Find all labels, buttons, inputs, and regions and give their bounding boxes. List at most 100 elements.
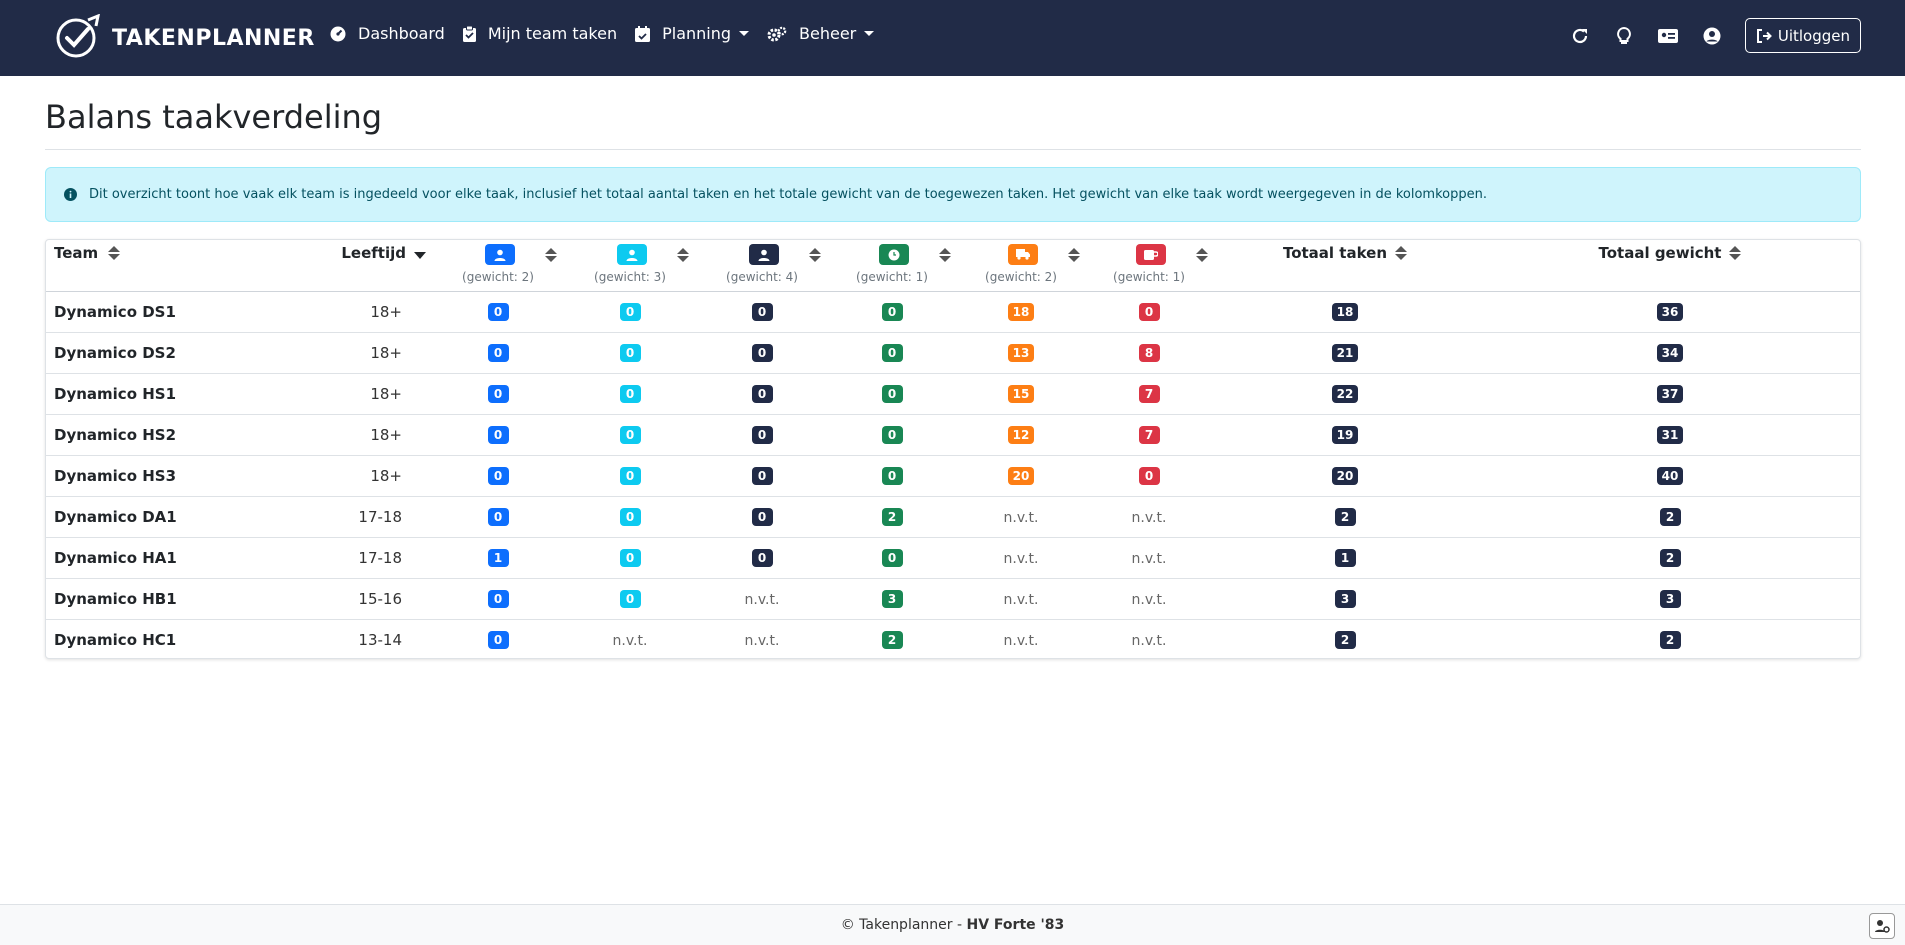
task-count-badge: 0 bbox=[881, 303, 903, 321]
task-count-badge: 0 bbox=[487, 385, 509, 403]
nav-item-mijn-team-taken[interactable]: Mijn team taken bbox=[462, 24, 617, 43]
team-age: 15-16 bbox=[358, 589, 402, 608]
info-alert: Dit overzicht toont hoe vaak elk team is… bbox=[45, 167, 1861, 222]
id-card-icon[interactable] bbox=[1657, 25, 1679, 47]
total-tasks-badge: 19 bbox=[1331, 426, 1359, 444]
total-tasks-badge: 2 bbox=[1334, 631, 1356, 650]
task-count-badge: 0 bbox=[751, 303, 773, 321]
task-count-badge: 0 bbox=[1138, 467, 1160, 485]
logout-label: Uitloggen bbox=[1777, 26, 1850, 45]
sort-icon[interactable] bbox=[108, 245, 121, 261]
user-circle-icon[interactable] bbox=[1701, 25, 1723, 47]
sort-icon[interactable] bbox=[1196, 247, 1208, 263]
sort-icon[interactable] bbox=[1729, 245, 1742, 261]
logout-button[interactable]: Uitloggen bbox=[1744, 18, 1861, 53]
total-weight-badge: 3 bbox=[1659, 590, 1681, 608]
table-row: Dynamico HA1 17-18 1 0 0 0 n.v.t. n.v.t. 1 2 bbox=[46, 537, 1860, 578]
column-header-total-weight[interactable]: Totaal gewicht bbox=[1478, 240, 1860, 292]
user-icon bbox=[617, 244, 647, 265]
sort-icon[interactable] bbox=[939, 247, 951, 263]
page-title: Balans taakverdeling bbox=[45, 98, 383, 136]
task-count-badge: 8 bbox=[1138, 344, 1160, 362]
task-count-badge: 0 bbox=[1138, 303, 1160, 321]
nav-item-beheer[interactable]: Beheer bbox=[767, 24, 875, 43]
sort-icon[interactable] bbox=[809, 247, 821, 263]
total-tasks-badge: 22 bbox=[1331, 385, 1359, 403]
task-count-badge: 0 bbox=[751, 467, 773, 485]
column-header-age[interactable]: Leeftijd bbox=[304, 240, 432, 292]
not-applicable: n.v.t. bbox=[1003, 550, 1039, 567]
footer-org: HV Forte '83 bbox=[966, 917, 1065, 933]
total-weight-badge: 40 bbox=[1656, 467, 1684, 485]
team-name: Dynamico HC1 bbox=[54, 630, 177, 649]
column-header-task-5[interactable]: (gewicht: 2) bbox=[956, 240, 1086, 292]
task-count-badge: 0 bbox=[487, 508, 509, 526]
column-header-task-4[interactable]: (gewicht: 1) bbox=[828, 240, 956, 292]
total-tasks-badge: 18 bbox=[1331, 303, 1359, 321]
not-applicable: n.v.t. bbox=[1003, 632, 1039, 649]
user-icon bbox=[485, 244, 515, 265]
not-applicable: n.v.t. bbox=[1131, 509, 1167, 526]
table-row: Dynamico HS2 18+ 0 0 0 0 12 7 19 31 bbox=[46, 414, 1860, 455]
sort-icon[interactable] bbox=[677, 247, 689, 263]
task-count-badge: 18 bbox=[1007, 303, 1035, 321]
task-count-badge: 0 bbox=[619, 467, 641, 485]
table-row: Dynamico DA1 17-18 0 0 0 2 n.v.t. n.v.t. 2 2 bbox=[46, 496, 1860, 537]
not-applicable: n.v.t. bbox=[1131, 550, 1167, 567]
not-applicable: n.v.t. bbox=[1003, 591, 1039, 608]
team-age: 17-18 bbox=[358, 548, 402, 567]
task-count-badge: 0 bbox=[881, 426, 903, 444]
team-name: Dynamico HA1 bbox=[54, 548, 177, 567]
column-header-total-tasks[interactable]: Totaal taken bbox=[1212, 240, 1478, 292]
task-weight: (gewicht: 2) bbox=[985, 270, 1057, 284]
task-count-badge: 0 bbox=[619, 303, 641, 321]
total-weight-badge: 36 bbox=[1656, 303, 1684, 321]
task-count-badge: 1 bbox=[487, 549, 509, 567]
sort-desc-icon[interactable] bbox=[414, 251, 426, 259]
column-header-task-3[interactable]: (gewicht: 4) bbox=[696, 240, 828, 292]
team-name: Dynamico HS1 bbox=[54, 384, 177, 403]
task-count-badge: 0 bbox=[881, 344, 903, 362]
total-tasks-badge: 20 bbox=[1331, 467, 1359, 485]
task-weight: (gewicht: 1) bbox=[1113, 270, 1185, 284]
column-header-task-1[interactable]: (gewicht: 2) bbox=[432, 240, 564, 292]
nav-item-planning[interactable]: Planning bbox=[635, 24, 750, 43]
task-count-badge: 0 bbox=[881, 467, 903, 485]
column-header-task-2[interactable]: (gewicht: 3) bbox=[564, 240, 696, 292]
task-count-badge: 0 bbox=[619, 549, 641, 567]
table-row: Dynamico DS2 18+ 0 0 0 0 13 8 21 34 bbox=[46, 332, 1860, 373]
task-count-badge: 0 bbox=[881, 549, 903, 567]
gears-icon bbox=[767, 26, 793, 42]
info-circle-icon bbox=[64, 188, 77, 201]
total-weight-badge: 2 bbox=[1659, 508, 1681, 526]
sort-icon[interactable] bbox=[1068, 247, 1080, 263]
nav-item-dashboard[interactable]: Dashboard bbox=[330, 24, 445, 43]
calendar-check-icon bbox=[635, 25, 656, 42]
table-row: Dynamico HS1 18+ 0 0 0 0 15 7 22 37 bbox=[46, 373, 1860, 414]
refresh-icon[interactable] bbox=[1569, 25, 1591, 47]
not-applicable: n.v.t. bbox=[1131, 632, 1167, 649]
lightbulb-icon[interactable] bbox=[1613, 25, 1635, 47]
task-weight: (gewicht: 2) bbox=[462, 270, 534, 284]
user-icon bbox=[749, 244, 779, 265]
header-label-total-tasks: Totaal taken bbox=[1282, 244, 1388, 262]
task-weight: (gewicht: 1) bbox=[856, 270, 928, 284]
sort-icon[interactable] bbox=[545, 247, 557, 263]
team-age: 18+ bbox=[370, 384, 402, 403]
brand-name: TAKENPLANNER bbox=[112, 25, 315, 51]
not-applicable: n.v.t. bbox=[744, 591, 780, 608]
total-tasks-badge: 2 bbox=[1334, 508, 1356, 526]
nav-item-label: Beheer bbox=[799, 24, 857, 43]
sort-icon[interactable] bbox=[1395, 245, 1408, 261]
header-label-age: Leeftijd bbox=[341, 244, 406, 262]
coffee-icon bbox=[1136, 244, 1166, 265]
brand[interactable]: TAKENPLANNER bbox=[52, 14, 315, 62]
user-settings-button[interactable] bbox=[1869, 913, 1895, 939]
table-row: Dynamico HB1 15-16 0 0 n.v.t. 3 n.v.t. n.v.t. 3 3 bbox=[46, 578, 1860, 619]
team-age: 13-14 bbox=[358, 630, 402, 649]
column-header-task-6[interactable]: (gewicht: 1) bbox=[1086, 240, 1212, 292]
team-age: 18+ bbox=[370, 302, 402, 321]
column-header-team[interactable]: Team bbox=[46, 240, 304, 292]
task-weight: (gewicht: 4) bbox=[726, 270, 798, 284]
total-weight-badge: 2 bbox=[1659, 631, 1681, 650]
